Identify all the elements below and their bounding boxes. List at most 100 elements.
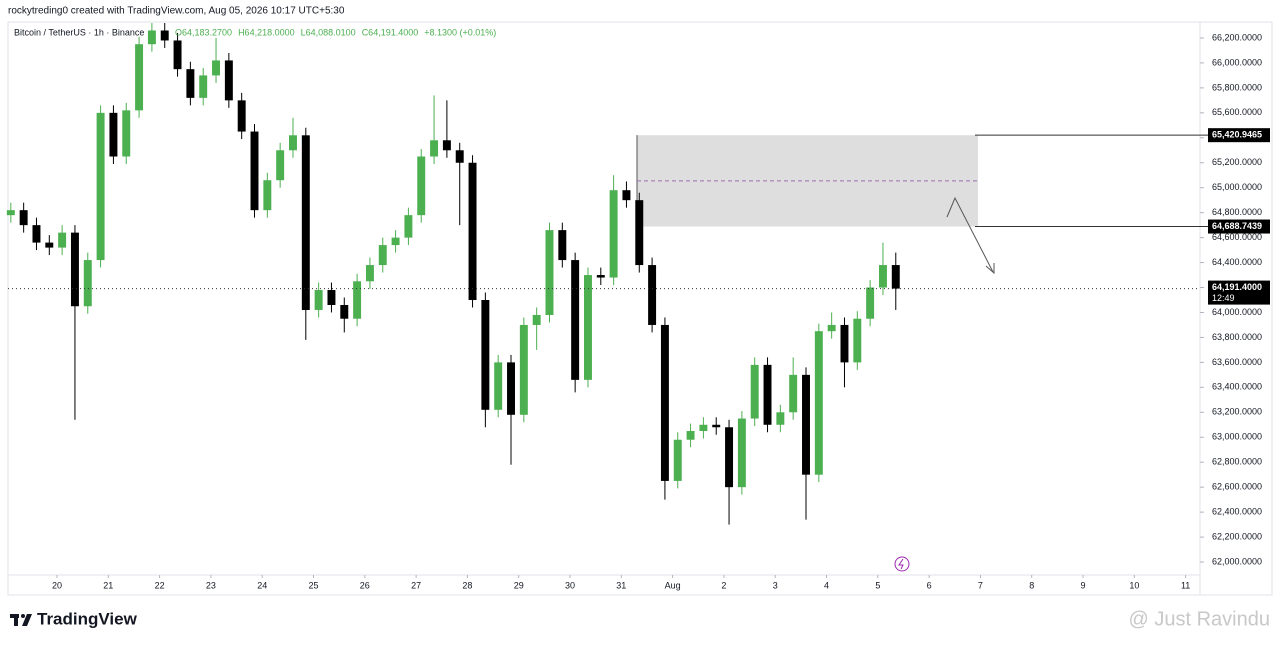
ohlc-legend: O64,183.2700 H64,218.0000 L64,088.0100 C64,… <box>175 27 496 37</box>
chart-frame <box>7 21 1273 596</box>
candle-body <box>32 225 41 243</box>
y-tick-label: 65,000.0000 <box>1212 182 1262 192</box>
x-tick-label: 22 <box>155 580 165 590</box>
candle-body <box>430 140 439 157</box>
y-tick-label: 64,000.0000 <box>1212 307 1262 317</box>
y-tick-label: 62,200.0000 <box>1212 531 1262 541</box>
countdown: 12:49 <box>1212 293 1235 303</box>
candle-body <box>327 290 336 305</box>
x-tick-label: 30 <box>565 580 575 590</box>
candle-body <box>160 30 169 41</box>
candle-body <box>340 304 349 319</box>
x-tick-label: 4 <box>824 580 829 590</box>
event-icon-bolt <box>898 558 904 570</box>
candle-body <box>109 112 118 157</box>
y-tick-label: 66,000.0000 <box>1212 57 1262 67</box>
logo-glyph <box>21 614 25 618</box>
arrow-head <box>985 263 995 275</box>
candle-body <box>891 265 900 289</box>
candle-body <box>878 265 887 288</box>
brand: TradingView <box>37 609 138 628</box>
y-tick-label: 63,000.0000 <box>1212 432 1262 442</box>
y-tick-label: 64,600.0000 <box>1212 232 1262 242</box>
x-tick-label: 27 <box>411 580 421 590</box>
candle-body <box>70 232 79 307</box>
plot <box>6 22 1208 525</box>
y-tick-label: 62,400.0000 <box>1212 506 1262 516</box>
candle-body <box>558 230 567 261</box>
price-label-bg <box>1208 128 1270 143</box>
candle-body <box>596 275 605 278</box>
candle-body <box>802 374 810 475</box>
candle-body <box>45 242 54 248</box>
candle-body <box>83 260 92 307</box>
event-icon[interactable] <box>894 556 910 572</box>
candle-body <box>609 190 618 278</box>
x-tick-label: 2 <box>721 580 726 590</box>
candle-body <box>199 75 208 98</box>
candle-body <box>750 364 759 419</box>
x-tick-label: 8 <box>1029 580 1034 590</box>
candle-body <box>224 60 233 101</box>
y-tick-label: 62,600.0000 <box>1212 482 1262 492</box>
candle-body <box>455 150 464 163</box>
candle-body <box>135 44 144 111</box>
last-price-label: 64,191.4000 <box>1212 282 1262 292</box>
candle-body <box>622 190 631 201</box>
x-tick-label: 20 <box>52 580 62 590</box>
candle-body <box>263 180 272 211</box>
candle-body <box>365 265 374 282</box>
candle-body <box>827 324 836 332</box>
candle-body <box>699 424 708 432</box>
candle-body <box>866 287 875 319</box>
candle-body <box>686 431 695 440</box>
candle-body <box>673 439 682 481</box>
candle-body <box>648 265 657 325</box>
x-tick-label: 23 <box>206 580 216 590</box>
x-tick-label: 28 <box>462 580 472 590</box>
ohlc-value: C64,191.4000 <box>362 27 419 37</box>
candle-body <box>737 418 746 488</box>
watermark: @ Just Ravindu <box>1129 608 1270 630</box>
candle-body <box>276 150 285 181</box>
candle-body <box>725 427 734 488</box>
candle-body <box>776 412 785 425</box>
logo-glyph <box>14 614 18 626</box>
candle-body <box>763 364 772 425</box>
candle-body <box>571 260 580 380</box>
symbol-title: Bitcoin / TetherUS · 1h · Binance <box>14 27 144 37</box>
candle-body <box>173 40 182 70</box>
x-tick-label: 26 <box>360 580 370 590</box>
candle-body <box>212 60 221 76</box>
candle-body <box>96 112 105 261</box>
candle-body <box>494 362 503 410</box>
candle-body <box>147 30 156 45</box>
ohlc-value: L64,088.0100 <box>301 27 356 37</box>
y-tick-label: 65,200.0000 <box>1212 157 1262 167</box>
candle-body <box>404 215 413 238</box>
candle-body <box>289 135 297 151</box>
attribution: rockytreding0 created with TradingView.c… <box>8 6 345 17</box>
candle-body <box>481 299 490 410</box>
candle-body <box>583 275 592 380</box>
candle-body <box>468 162 477 300</box>
x-tick-label: 31 <box>616 580 626 590</box>
candle-body <box>417 156 426 216</box>
candle-body <box>301 135 310 310</box>
candle-body <box>532 314 541 325</box>
x-tick-label: Aug <box>665 580 681 590</box>
candle-body <box>442 140 451 151</box>
x-tick-label: 25 <box>308 580 318 590</box>
x-tick-label: 9 <box>1081 580 1086 590</box>
candle-body <box>353 281 362 319</box>
candle-body <box>814 331 823 475</box>
ohlc-value: H64,218.0000 <box>238 27 295 37</box>
candle-body <box>545 230 554 315</box>
y-tick-label: 64,800.0000 <box>1212 207 1262 217</box>
y-tick-label: 65,800.0000 <box>1212 82 1262 92</box>
x-tick-label: 11 <box>1181 580 1190 590</box>
candle-body <box>519 324 528 415</box>
tradingview-logo: TradingView <box>10 609 138 628</box>
y-tick-label: 66,200.0000 <box>1212 32 1262 42</box>
